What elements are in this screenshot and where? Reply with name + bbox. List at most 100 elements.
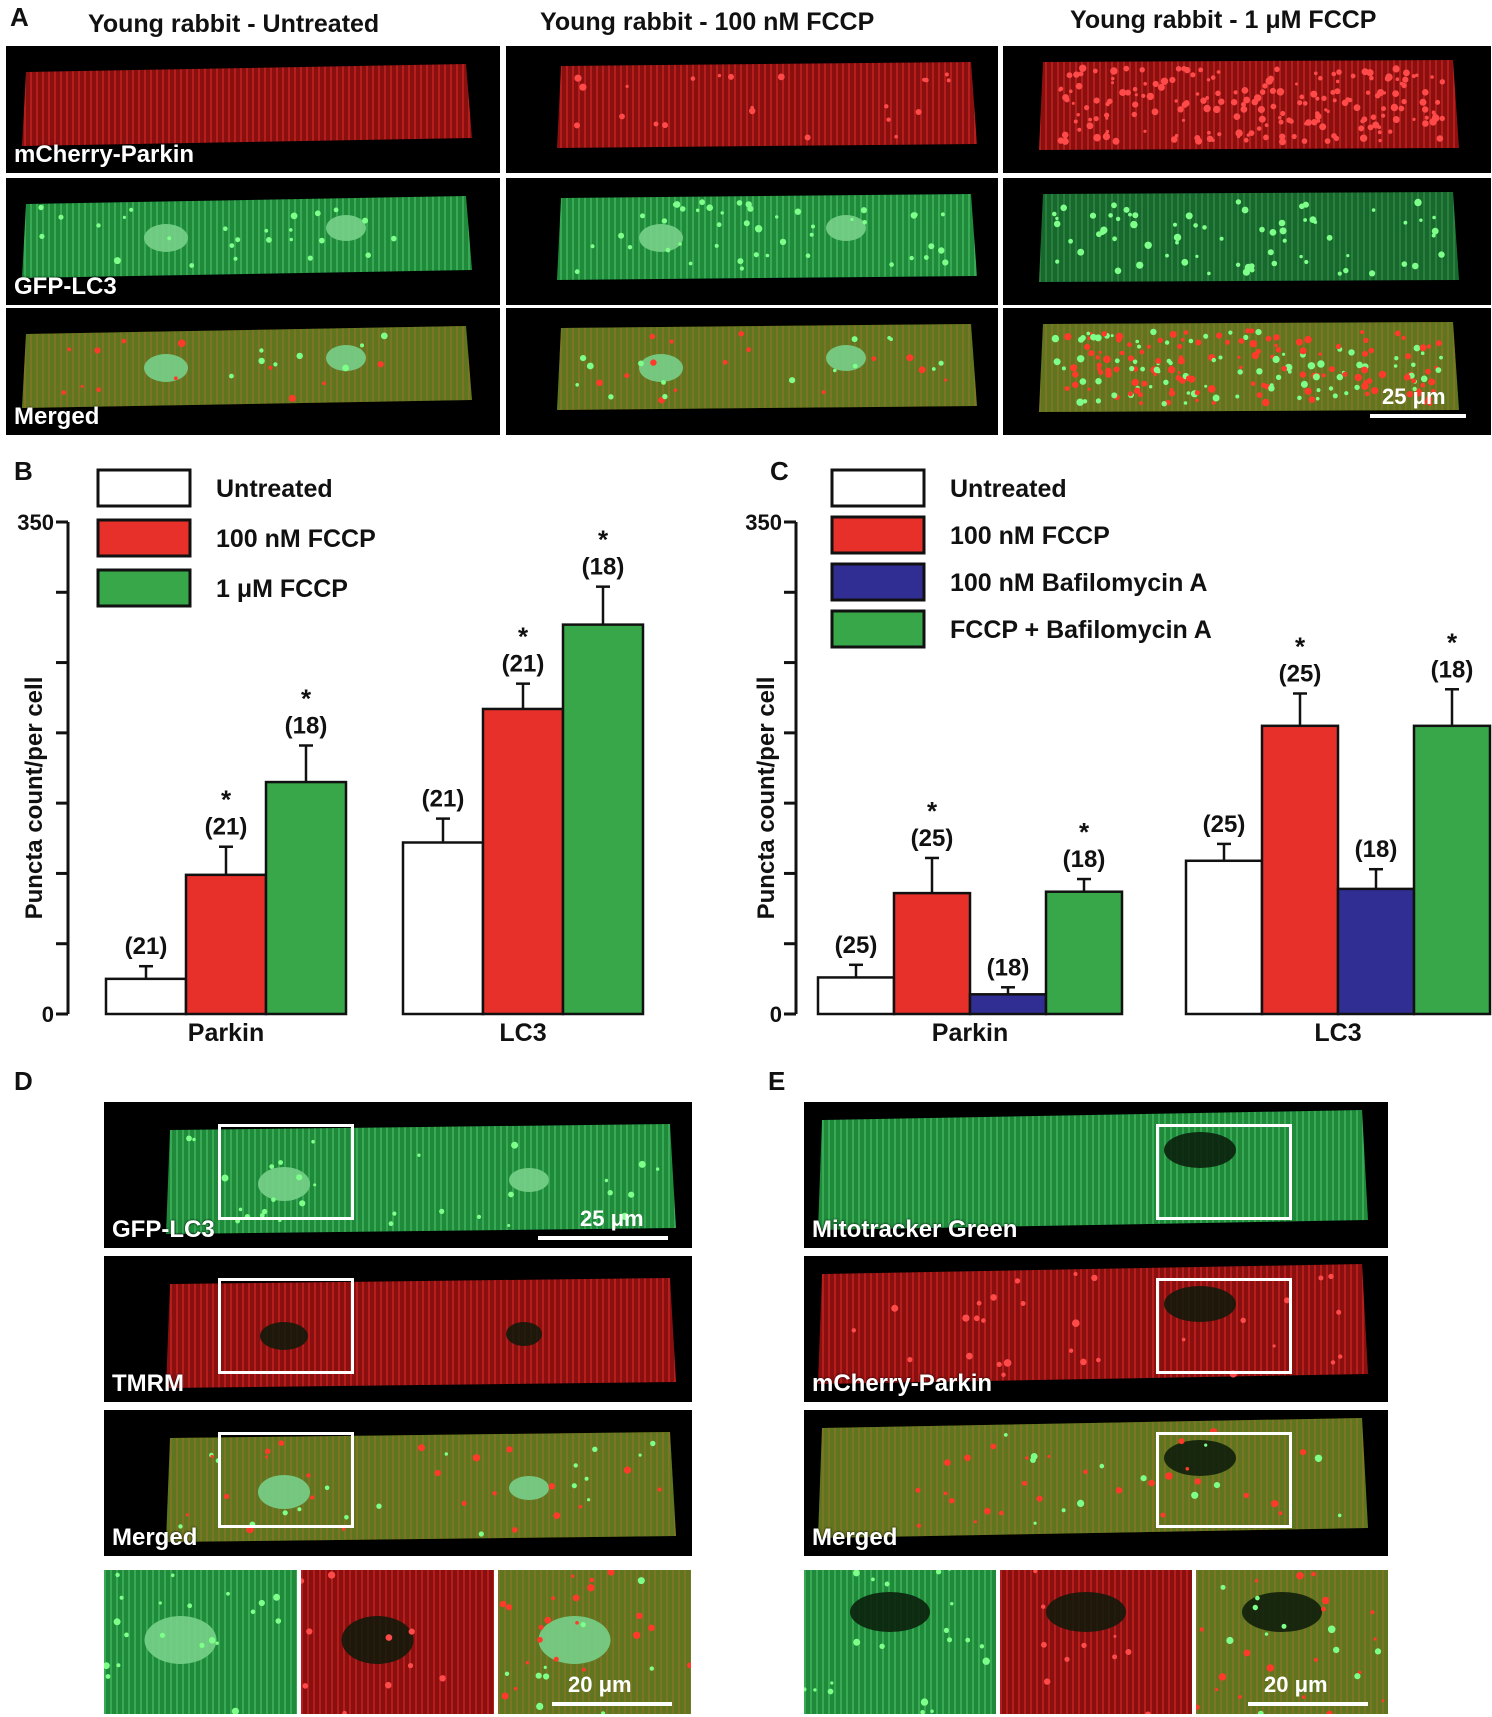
- sample-size-label: (25): [1203, 811, 1246, 838]
- micrograph-a-1um-parkin: [1003, 46, 1491, 173]
- micrograph-a-100nm-lc3: [506, 178, 998, 305]
- sample-size-label: (21): [205, 814, 248, 841]
- bar: [892, 891, 972, 1016]
- significance-marker: *: [221, 785, 232, 815]
- significance-marker: *: [1447, 627, 1458, 657]
- row-label-merged: Merged: [14, 403, 100, 430]
- legend-swatch: [830, 562, 926, 602]
- legend-label: 1 μM FCCP: [216, 575, 348, 603]
- significance-marker: *: [1295, 631, 1306, 661]
- zoom-e-red: [1000, 1570, 1192, 1714]
- y-axis-label: Puncta count/per cell: [753, 677, 780, 920]
- legend-label: Untreated: [950, 475, 1067, 503]
- chart-panel-b: B 0 350 Puncta count/per cell Untreated 100 n…: [14, 460, 645, 1047]
- d-row-label-2: TMRM: [112, 1370, 184, 1397]
- significance-marker: *: [927, 796, 938, 826]
- sample-size-label: (25): [835, 932, 878, 959]
- legend-swatch: [96, 568, 192, 608]
- category-label: LC3: [1314, 1019, 1361, 1047]
- bar: [1184, 859, 1264, 1016]
- micrograph-a-100nm-parkin: [506, 46, 998, 173]
- zoom-d-merged: [498, 1570, 691, 1714]
- micrograph-a-untreated-parkin: mCherry-Parkin: [6, 46, 500, 173]
- bar: [481, 707, 565, 1016]
- bar: [1412, 724, 1492, 1016]
- y-tick-label: 350: [745, 510, 782, 535]
- d-row-label-3: Merged: [112, 1524, 198, 1551]
- zoom-d-red: [301, 1570, 494, 1714]
- y-tick-label: 0: [42, 1002, 54, 1027]
- bar: [104, 977, 188, 1016]
- zoom-d-green: [104, 1570, 297, 1714]
- scale-bar-a-label: 25 μm: [1382, 384, 1446, 409]
- sample-size-label: (18): [285, 713, 328, 740]
- d-roi-box: [218, 1278, 354, 1374]
- micrograph-a-100nm-merged: [506, 308, 998, 435]
- significance-marker: *: [301, 684, 312, 714]
- micrograph-a-1um-merged: [1003, 308, 1491, 435]
- e-row-label-1: Mitotracker Green: [812, 1216, 1018, 1243]
- panel-letter-d: D: [14, 1066, 33, 1096]
- sample-size-label: (18): [582, 554, 625, 581]
- legend-swatch: [96, 468, 192, 508]
- micrograph-d-row3: Merged: [104, 1410, 692, 1556]
- micrograph-d-row1: GFP-LC3: [104, 1102, 692, 1248]
- row-label-gfp-lc3: GFP-LC3: [14, 273, 117, 300]
- panel-letter-a: A: [10, 2, 29, 32]
- micrograph-a-untreated-merged: Merged: [6, 308, 500, 435]
- bar: [816, 976, 896, 1016]
- bar: [968, 993, 1048, 1016]
- sample-size-label: (21): [125, 933, 168, 960]
- scale-bar-a: [1370, 414, 1466, 418]
- e-row-label-3: Merged: [812, 1524, 898, 1551]
- significance-marker: *: [598, 525, 609, 555]
- bar: [561, 623, 645, 1016]
- bar: [264, 780, 348, 1016]
- e-zoom-scale-bar-label: 20 μm: [1264, 1672, 1328, 1697]
- legend-label: FCCP + Bafilomycin A: [950, 616, 1212, 644]
- d-zoom-scale-bar-label: 20 μm: [568, 1672, 632, 1697]
- e-zoom-scale-bar: [1248, 1702, 1368, 1706]
- micrograph-d-row2: TMRM: [104, 1256, 692, 1402]
- micrograph-e-row2: mCherry-Parkin: [804, 1256, 1388, 1402]
- category-label: Parkin: [188, 1019, 264, 1047]
- d-roi-box: [218, 1124, 354, 1220]
- chart-panel-c: C 0 350 Puncta count/per cell Untreated 100 n…: [745, 460, 1492, 1047]
- zoom-e-merged: [1196, 1570, 1388, 1714]
- legend-swatch: [830, 468, 926, 508]
- sample-size-label: (18): [1355, 836, 1398, 863]
- panel-letter-e: E: [768, 1066, 786, 1096]
- micrograph-a-1um-lc3: [1003, 178, 1491, 305]
- sample-size-label: (21): [422, 786, 465, 813]
- e-roi-box: [1156, 1432, 1292, 1528]
- scale-bar-d-label: 25 μm: [580, 1206, 644, 1231]
- d-row-label-1: GFP-LC3: [112, 1216, 215, 1243]
- bar: [1260, 724, 1340, 1016]
- zoom-e-green: [804, 1570, 996, 1714]
- legend-swatch: [830, 609, 926, 649]
- scale-bar-d: [538, 1236, 668, 1240]
- category-label: Parkin: [932, 1019, 1008, 1047]
- legend-label: Untreated: [216, 475, 333, 503]
- panel-letter-c: C: [770, 460, 789, 486]
- column-title-100nm-fccp: Young rabbit - 100 nM FCCP: [540, 8, 875, 36]
- e-roi-box: [1156, 1278, 1292, 1374]
- significance-marker: *: [518, 622, 529, 652]
- e-row-label-2: mCherry-Parkin: [812, 1370, 993, 1397]
- legend-swatch: [96, 518, 192, 558]
- legend-label: 100 nM FCCP: [950, 522, 1110, 550]
- bar: [401, 841, 485, 1016]
- significance-marker: *: [1079, 817, 1090, 847]
- legend-label: 100 nM Bafilomycin A: [950, 569, 1207, 597]
- micrograph-a-untreated-lc3: GFP-LC3: [6, 178, 500, 305]
- sample-size-label: (18): [1063, 846, 1106, 873]
- column-title-1um-fccp: Young rabbit - 1 μM FCCP: [1070, 6, 1377, 34]
- y-tick-label: 0: [770, 1002, 782, 1027]
- panel-letter-b: B: [14, 460, 33, 486]
- sample-size-label: (25): [911, 825, 954, 852]
- sample-size-label: (25): [1279, 660, 1322, 687]
- sample-size-label: (21): [502, 651, 545, 678]
- bar: [1044, 890, 1124, 1016]
- row-label-mcherry-parkin: mCherry-Parkin: [14, 141, 195, 168]
- category-label: LC3: [499, 1019, 546, 1047]
